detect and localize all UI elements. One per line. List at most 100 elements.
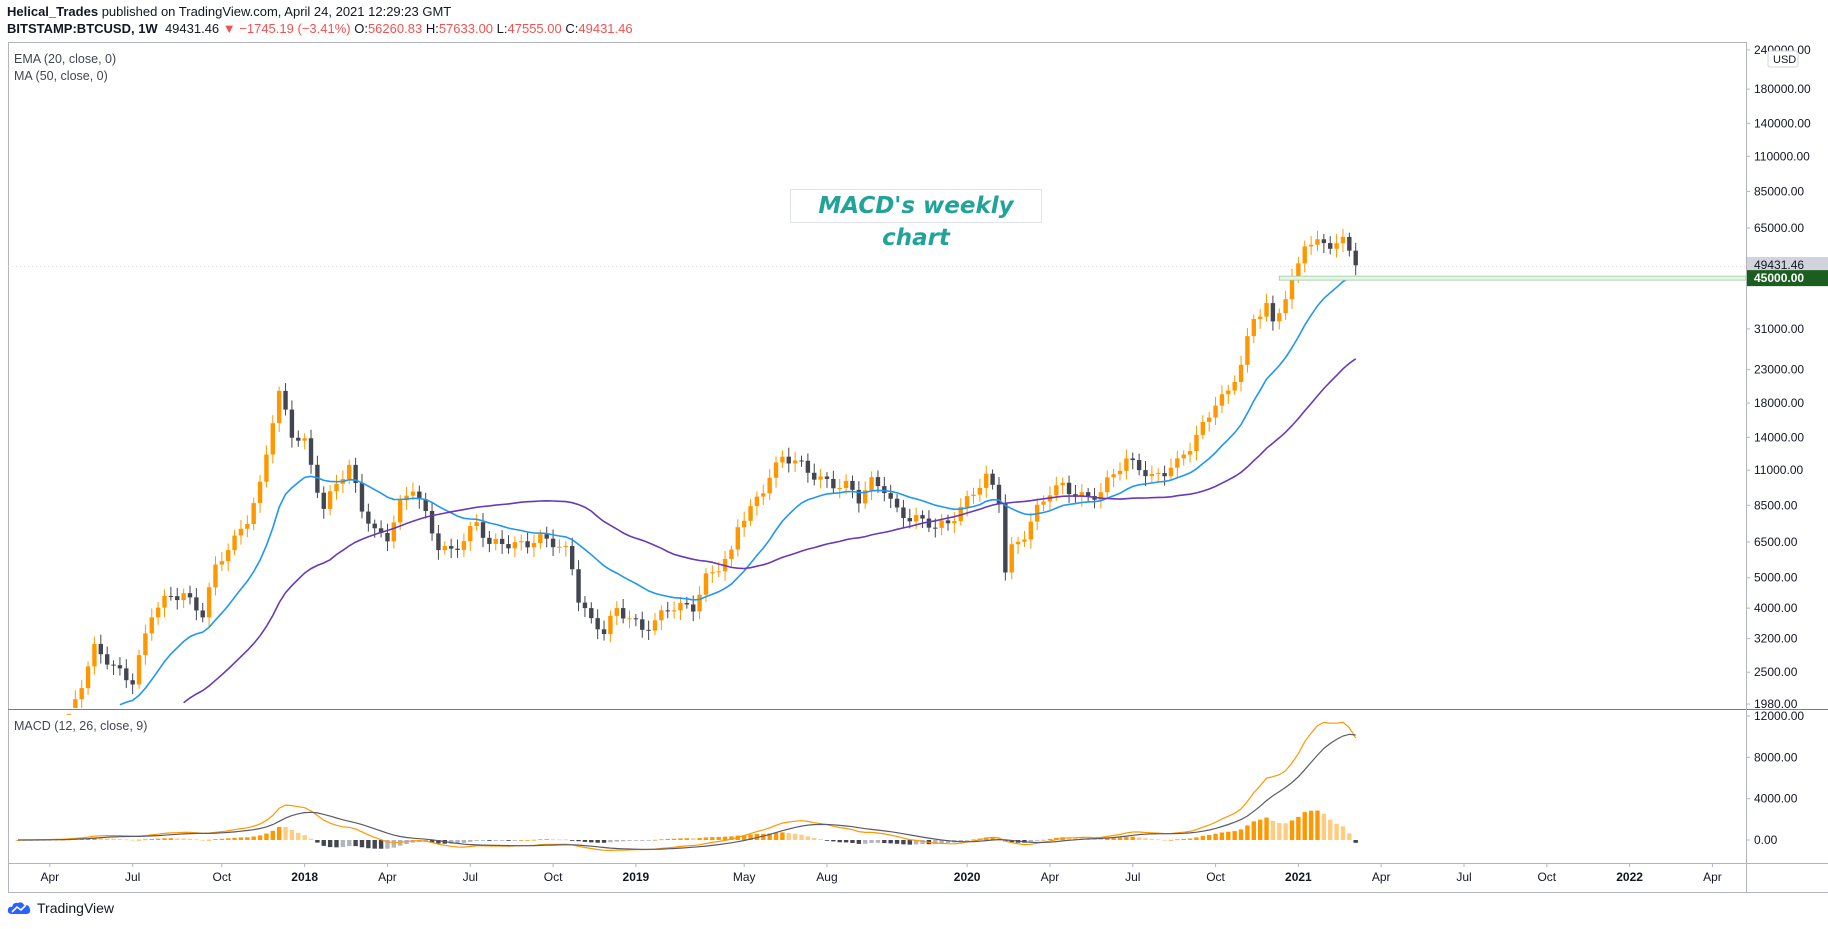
candle-down[interactable] (576, 569, 581, 603)
candle-down[interactable] (499, 538, 505, 545)
candle-up[interactable] (1245, 336, 1250, 365)
candle-down[interactable] (799, 460, 804, 462)
candle-up[interactable] (257, 481, 263, 504)
candle-up[interactable] (85, 666, 91, 689)
candle-up[interactable] (468, 526, 473, 542)
candle-up[interactable] (276, 390, 282, 424)
candle-down[interactable] (308, 438, 314, 465)
candle-down[interactable] (926, 518, 932, 528)
candle-down[interactable] (1130, 458, 1135, 461)
candle-up[interactable] (149, 617, 154, 634)
ema-line[interactable] (119, 276, 1356, 706)
candle-down[interactable] (487, 537, 492, 544)
candle-down[interactable] (1136, 460, 1142, 471)
signal-line[interactable] (18, 733, 1356, 850)
candle-down[interactable] (168, 595, 174, 597)
candle-down[interactable] (111, 664, 116, 666)
candle-up[interactable] (1232, 382, 1237, 391)
candle-down[interactable] (283, 390, 288, 410)
candle-up[interactable] (1289, 277, 1295, 300)
candle-down[interactable] (805, 460, 811, 473)
candle-up[interactable] (1206, 417, 1212, 422)
candle-up[interactable] (818, 476, 823, 480)
candle-up[interactable] (627, 618, 632, 620)
candle-up[interactable] (1041, 501, 1046, 505)
candle-up[interactable] (735, 527, 741, 550)
candle-down[interactable] (875, 477, 881, 487)
candle-up[interactable] (213, 564, 218, 588)
candle-up[interactable] (977, 487, 983, 495)
candle-up[interactable] (729, 549, 734, 559)
candle-up[interactable] (1098, 492, 1104, 500)
candle-up[interactable] (493, 538, 498, 544)
candle-up[interactable] (1213, 405, 1218, 418)
candle-down[interactable] (194, 597, 199, 611)
candle-down[interactable] (595, 618, 600, 630)
candle-down[interactable] (601, 629, 607, 634)
candle-up[interactable] (219, 561, 225, 565)
candle-up[interactable] (958, 506, 963, 522)
candle-up[interactable] (181, 593, 186, 601)
candle-up[interactable] (302, 438, 307, 441)
candle-up[interactable] (538, 534, 543, 544)
author-name[interactable]: Helical_Trades (7, 4, 99, 19)
candle-down[interactable] (933, 527, 938, 529)
candle-up[interactable] (754, 496, 760, 507)
candle-up[interactable] (1187, 451, 1193, 455)
candle-up[interactable] (1181, 454, 1186, 459)
candle-down[interactable] (429, 511, 435, 534)
candle-up[interactable] (1238, 364, 1244, 383)
candle-up[interactable] (1257, 316, 1263, 320)
candle-down[interactable] (366, 511, 371, 524)
candle-down[interactable] (684, 602, 690, 605)
candle-down[interactable] (480, 522, 486, 538)
candle-down[interactable] (130, 680, 135, 685)
candle-up[interactable] (162, 595, 167, 608)
level-badge[interactable] (1747, 270, 1828, 287)
candle-up[interactable] (863, 490, 868, 504)
candle-up[interactable] (671, 610, 677, 612)
candle-down[interactable] (640, 619, 645, 630)
candle-up[interactable] (442, 546, 447, 551)
candle-up[interactable] (136, 655, 142, 685)
candle-up[interactable] (1226, 390, 1231, 395)
candle-down[interactable] (353, 464, 358, 484)
candle-up[interactable] (792, 460, 798, 464)
candle-down[interactable] (359, 483, 365, 512)
candle-down[interactable] (1162, 473, 1167, 477)
candle-up[interactable] (1009, 544, 1014, 573)
ma-legend[interactable]: MA (50, close, 0) (14, 69, 108, 83)
candle-up[interactable] (773, 462, 779, 478)
candle-down[interactable] (436, 533, 441, 551)
candle-down[interactable] (945, 520, 951, 524)
candle-up[interactable] (519, 541, 524, 543)
candle-up[interactable] (837, 488, 842, 490)
candle-down[interactable] (901, 507, 906, 519)
candle-down[interactable] (996, 484, 1002, 504)
candle-down[interactable] (824, 476, 830, 479)
candle-down[interactable] (633, 618, 639, 620)
candle-up[interactable] (92, 643, 97, 667)
candle-up[interactable] (1200, 421, 1206, 435)
candle-down[interactable] (98, 643, 104, 655)
candle-down[interactable] (372, 523, 377, 529)
candle-up[interactable] (710, 572, 715, 574)
candle-down[interactable] (888, 493, 893, 499)
candle-up[interactable] (964, 496, 970, 507)
candle-up[interactable] (73, 699, 78, 708)
candle-down[interactable] (315, 464, 320, 493)
candle-up[interactable] (678, 602, 683, 611)
candle-down[interactable] (1347, 236, 1352, 251)
candle-down[interactable] (907, 518, 912, 522)
candle-down[interactable] (423, 499, 428, 512)
candle-down[interactable] (589, 608, 594, 619)
candle-down[interactable] (582, 602, 588, 609)
candle-up[interactable] (741, 520, 747, 528)
candle-down[interactable] (200, 610, 205, 618)
candle-up[interactable] (474, 522, 479, 527)
candle-down[interactable] (920, 515, 925, 519)
candle-up[interactable] (512, 542, 518, 549)
candle-down[interactable] (289, 409, 295, 438)
candle-up[interactable] (1194, 434, 1199, 452)
